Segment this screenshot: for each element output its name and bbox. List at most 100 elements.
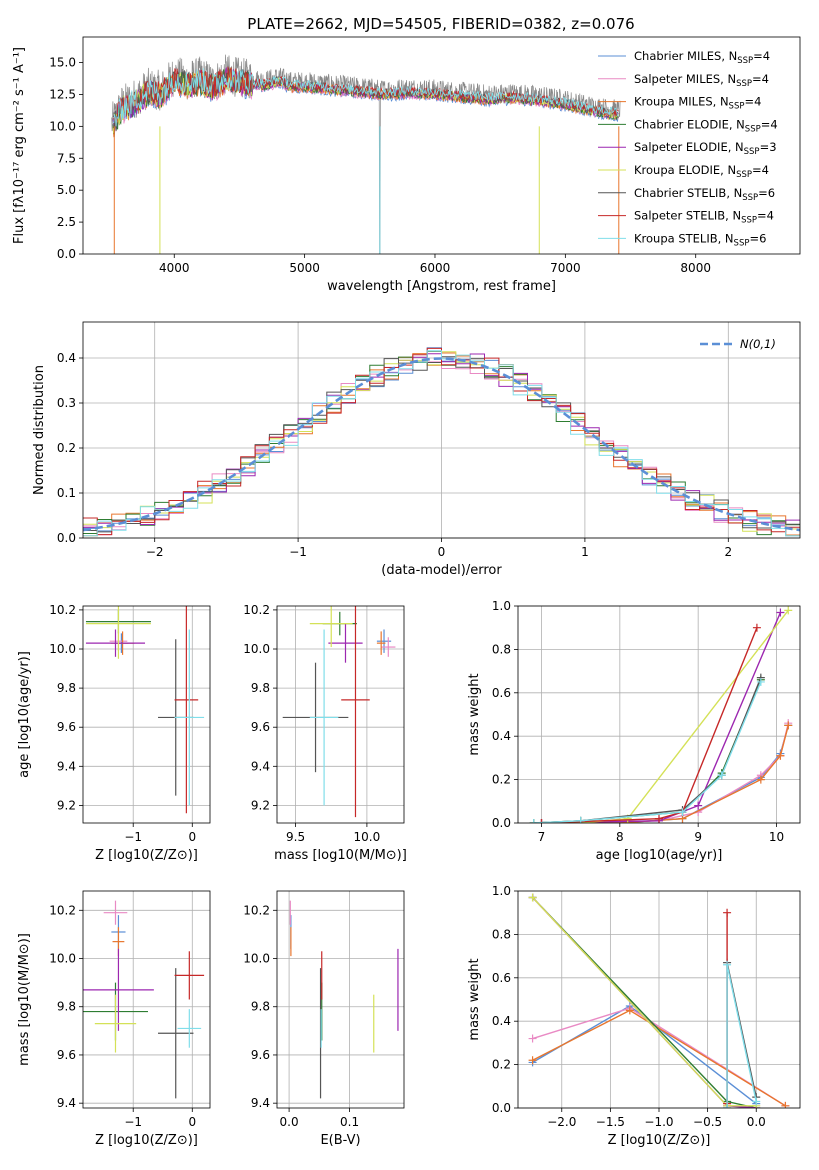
y-tick-label: 0.6 (492, 971, 511, 985)
legend-entry: Kroupa STELIB, NSSP=6 (634, 231, 766, 248)
y-tick-label: 10.0 (243, 642, 270, 656)
residual-histogram (83, 350, 800, 537)
y-tick-label: 10.0 (49, 642, 76, 656)
y-tick-label: 0.3 (57, 396, 76, 410)
y-tick-label: 9.4 (251, 759, 270, 773)
figure-title: PLATE=2662, MJD=54505, FIBERID=0382, z=0… (247, 15, 634, 33)
x-tick-label: 8000 (680, 261, 711, 275)
y-tick-label: 0.2 (492, 773, 511, 787)
x-tick-label: 5000 (289, 261, 320, 275)
mass-weight-marker (752, 623, 761, 632)
axes-frame (82, 890, 211, 1109)
axes-frame (82, 605, 211, 824)
x-tick-label: 7000 (550, 261, 581, 275)
mass-weight-marker (717, 771, 726, 780)
axes-frame (276, 605, 405, 824)
y-tick-label: 0.8 (492, 927, 511, 941)
y-tick-label: 10.0 (49, 952, 76, 966)
mass-weight-line (541, 723, 789, 823)
mass-weight-marker (529, 819, 538, 823)
legend-subscript: SSP (741, 216, 757, 226)
y-tick-label: 0.4 (492, 729, 511, 743)
panel-mass-weight-vs-age: 7 8 9 10 0.0 0.2 0.4 0.6 0.8 1.0 age [log10(age/yr… (467, 599, 801, 863)
x-axis-label: E(B-V) (320, 1133, 360, 1148)
mass-weight-line (541, 725, 789, 823)
y-axis-label: mass weight (467, 958, 482, 1040)
plot-area (83, 347, 800, 537)
x-tick-label: 10 (769, 830, 784, 844)
y-tick-label: 1.0 (492, 599, 511, 613)
legend-subscript: SSP (729, 102, 745, 112)
legend-subscript: SSP (736, 79, 752, 89)
y-axis-label: Flux [fλ10⁻¹⁷ erg cm⁻² s⁻¹ A⁻¹] (12, 47, 27, 244)
mass-weight-marker (694, 801, 703, 810)
plot-area (528, 893, 790, 1108)
legend-entry: Salpeter ELODIE, NSSP=3 (634, 140, 777, 157)
plot-area (83, 900, 205, 1099)
mass-weight-marker (723, 960, 732, 969)
x-tick-label: 7 (538, 830, 546, 844)
x-tick-label: 0 (438, 545, 446, 559)
y-tick-label: 9.6 (251, 1048, 270, 1062)
y-tick-label: 9.2 (57, 798, 76, 812)
mass-weight-marker (625, 1006, 634, 1015)
y-tick-label: 10.0 (49, 119, 76, 133)
x-tick-label: 0 (188, 1115, 196, 1129)
axes-frame (276, 890, 405, 1109)
mass-weight-marker (756, 775, 765, 784)
y-tick-label: 9.6 (57, 720, 76, 734)
legend-subscript: SSP (736, 170, 752, 180)
panel-age-vs-mass: 9.5 10.0 9.2 9.4 9.6 9.8 10.0 10.2 mass [log10(M… (243, 603, 407, 863)
x-tick-label: 0.0 (280, 1115, 299, 1129)
x-tick-label: −1 (289, 545, 307, 559)
mass-weight-line (532, 897, 757, 1108)
y-axis-label: Normed distribution (32, 365, 47, 495)
panel-residuals: −2 −1 0 1 2 0.0 0.1 0.2 0.3 0.4 (data-model)/error… (32, 321, 801, 578)
legend-entry: Salpeter STELIB, NSSP=4 (634, 209, 774, 226)
panel-mass-weight-vs-Z: −2.0 −1.5 −1.0 −0.5 0.0 0.0 0.2 0.4 0.6 0.8 1.0 Z [… (467, 884, 801, 1148)
y-axis-label: mass [log10(M/M⊙)] (17, 933, 32, 1066)
mass-weight-marker (678, 808, 687, 817)
mass-weight-marker (752, 1097, 761, 1106)
legend-subscript: SSP (734, 238, 750, 248)
legend-nssp: =3 (760, 140, 777, 154)
y-tick-label: 0.6 (492, 686, 511, 700)
y-tick-label: 0.0 (57, 247, 76, 261)
x-axis-label: wavelength [Angstrom, rest frame] (327, 279, 556, 294)
x-tick-label: −2.0 (547, 1115, 576, 1129)
y-tick-label: 5.0 (57, 183, 76, 197)
plot-area (85, 606, 205, 814)
mass-weight-marker (576, 816, 585, 823)
mass-weight-line (532, 897, 757, 1107)
x-axis-label: Z [log10(Z/Z⊙)] (95, 848, 198, 863)
legend-subscript: SSP (744, 147, 760, 157)
x-tick-label: 9 (694, 830, 702, 844)
y-tick-label: 15.0 (49, 56, 76, 70)
mass-weight-line (533, 677, 762, 823)
spectrum-model-line (112, 68, 619, 127)
x-tick-label: 0.1 (340, 1115, 359, 1129)
y-tick-label: 9.6 (251, 720, 270, 734)
y-tick-label: 0.2 (57, 441, 76, 455)
x-tick-label: 8 (616, 830, 624, 844)
mass-weight-marker (528, 1056, 537, 1065)
axes-frame (82, 36, 801, 255)
mass-weight-marker (723, 1104, 732, 1108)
legend-subscript: SSP (745, 124, 761, 134)
y-tick-label: 0.0 (492, 1101, 511, 1115)
legend-nssp: =4 (753, 49, 770, 63)
mass-weight-marker (528, 893, 537, 902)
x-tick-label: 10.0 (354, 830, 381, 844)
mass-weight-marker (723, 908, 732, 917)
y-tick-label: 0.0 (492, 816, 511, 830)
mass-weight-marker (784, 606, 793, 615)
axes-frame (82, 321, 801, 539)
y-tick-label: 0.8 (492, 642, 511, 656)
panel-mass-vs-Z: −1 0 9.4 9.6 9.8 10.0 10.2 Z [log10(Z/Z⊙)] mass … (17, 890, 211, 1148)
mass-weight-marker (655, 814, 663, 823)
panel-mass-vs-EBV: 0.0 0.1 9.4 9.6 9.8 10.0 10.2 E(B-V) (243, 890, 405, 1148)
legend-entry: Kroupa ELODIE, NSSP=4 (634, 163, 769, 180)
mass-weight-marker (756, 677, 765, 686)
y-tick-label: 9.4 (251, 1096, 270, 1110)
